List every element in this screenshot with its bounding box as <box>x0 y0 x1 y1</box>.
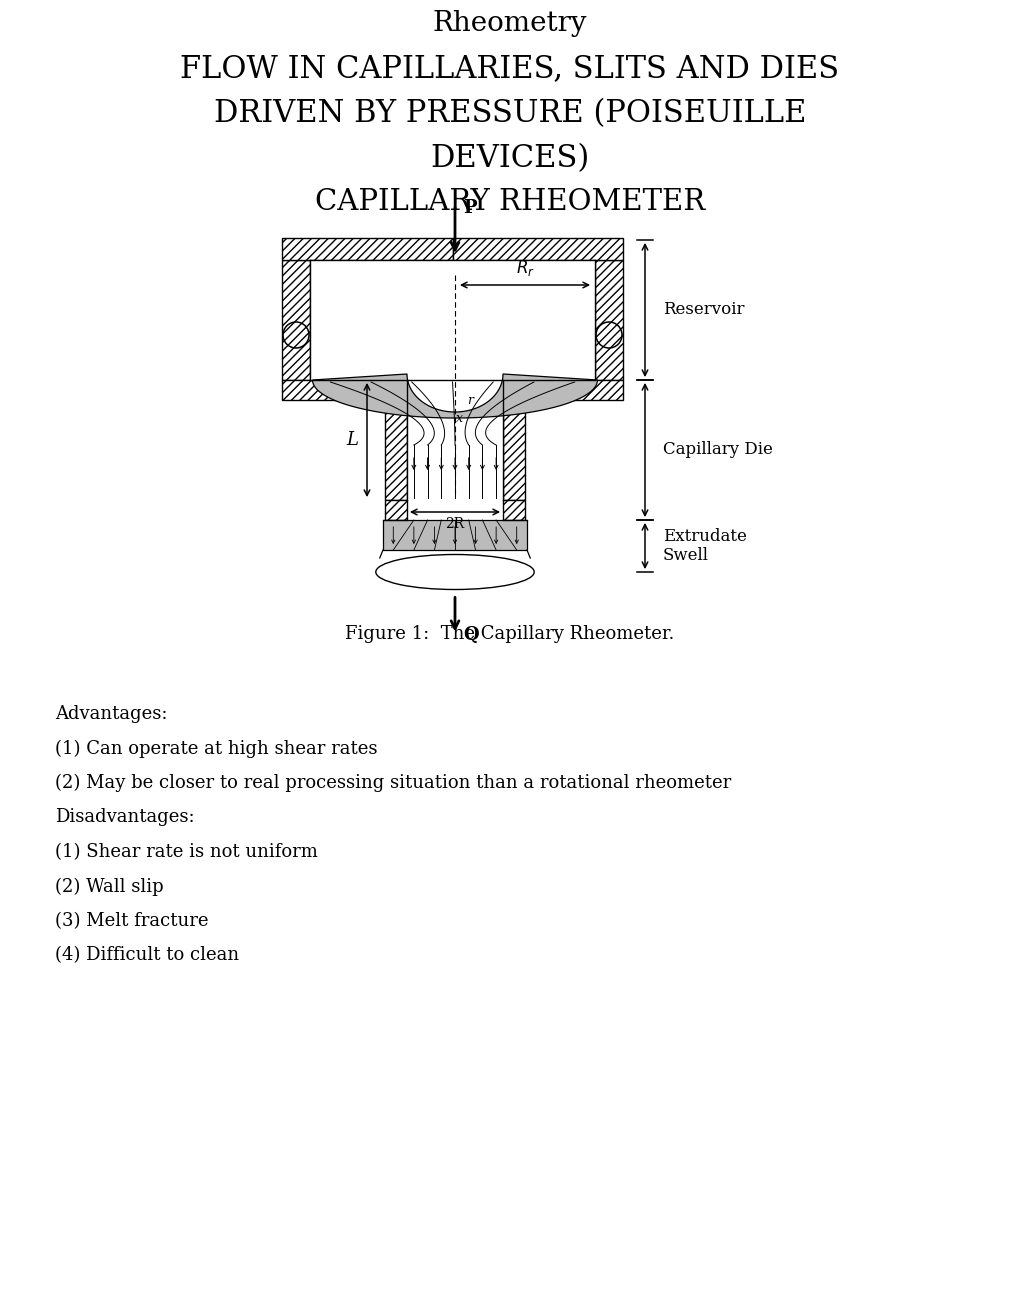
Bar <box>502 380 623 400</box>
Text: Advantages:: Advantages: <box>55 705 167 723</box>
Polygon shape <box>312 373 597 418</box>
Text: (1) Can operate at high shear rates: (1) Can operate at high shear rates <box>55 739 377 757</box>
Text: Disadvantages:: Disadvantages: <box>55 809 195 827</box>
Bar <box>384 380 407 500</box>
Bar <box>281 380 407 400</box>
Bar <box>452 238 623 260</box>
Bar <box>382 519 527 550</box>
Text: (3) Melt fracture: (3) Melt fracture <box>55 913 208 930</box>
Text: CAPILLARY RHEOMETER: CAPILLARY RHEOMETER <box>315 188 704 216</box>
Text: 2R: 2R <box>445 517 464 531</box>
Bar <box>281 260 310 380</box>
Text: $R_r$: $R_r$ <box>515 258 534 277</box>
Bar <box>594 260 623 380</box>
Text: (1) Shear rate is not uniform: (1) Shear rate is not uniform <box>55 843 318 861</box>
Text: (2) May be closer to real processing situation than a rotational rheometer: (2) May be closer to real processing sit… <box>55 775 731 792</box>
Bar <box>310 260 594 380</box>
Text: L: L <box>345 431 358 448</box>
Bar <box>281 238 452 260</box>
Text: Extrudate
Swell: Extrudate Swell <box>662 527 746 564</box>
Bar <box>384 500 407 519</box>
Bar <box>502 380 525 500</box>
Text: DRIVEN BY PRESSURE (POISEUILLE: DRIVEN BY PRESSURE (POISEUILLE <box>214 99 805 129</box>
Text: FLOW IN CAPILLARIES, SLITS AND DIES: FLOW IN CAPILLARIES, SLITS AND DIES <box>180 53 839 84</box>
Text: Rheometry: Rheometry <box>432 11 587 37</box>
Ellipse shape <box>375 555 534 589</box>
Text: Figure 1:  The Capillary Rheometer.: Figure 1: The Capillary Rheometer. <box>345 625 674 643</box>
Text: Capillary Die: Capillary Die <box>662 442 772 459</box>
Text: r: r <box>467 393 473 406</box>
Text: Reservoir: Reservoir <box>662 301 744 318</box>
Bar <box>502 500 525 519</box>
Text: Q: Q <box>463 626 478 643</box>
Text: (2) Wall slip: (2) Wall slip <box>55 877 163 896</box>
Text: x: x <box>455 412 462 425</box>
Bar <box>407 380 502 500</box>
Text: (4) Difficult to clean: (4) Difficult to clean <box>55 947 238 964</box>
Text: P: P <box>463 199 476 217</box>
Text: DEVICES): DEVICES) <box>430 143 589 174</box>
